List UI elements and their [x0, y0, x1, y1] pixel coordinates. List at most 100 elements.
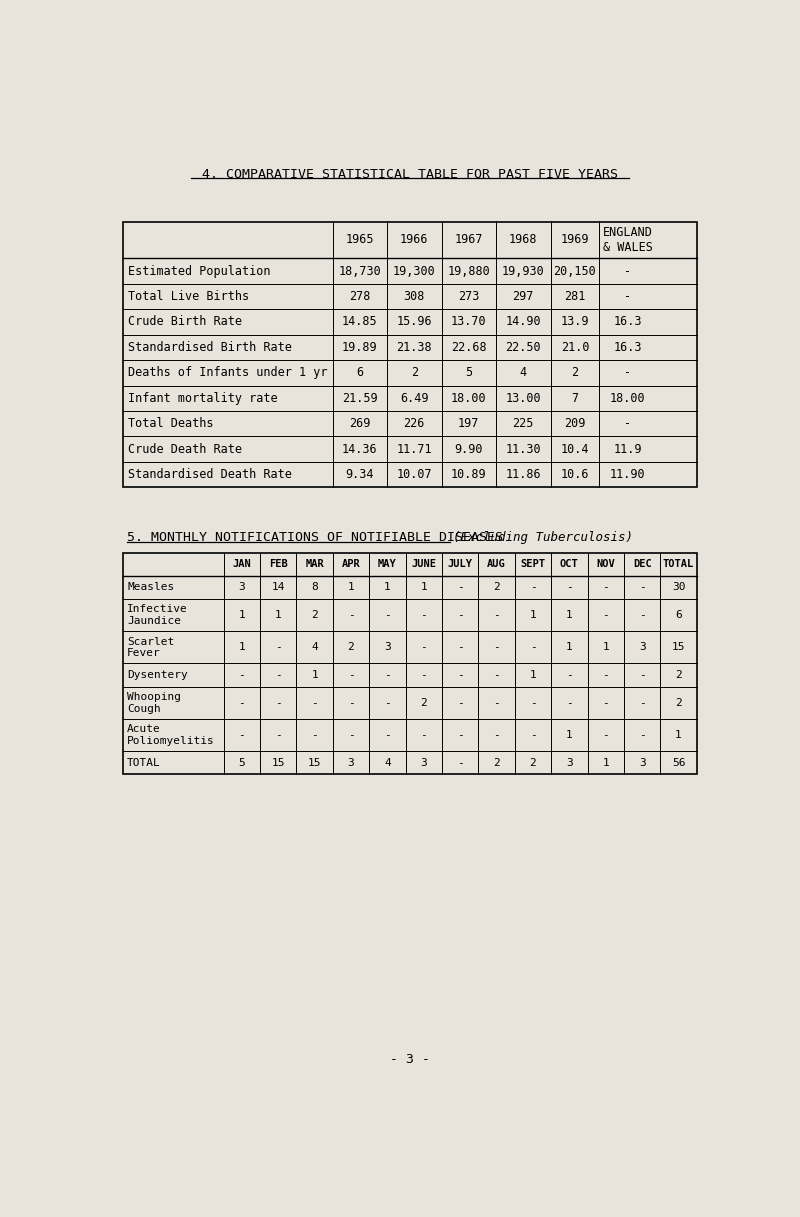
Text: (Excluding Tuberculosis): (Excluding Tuberculosis): [454, 531, 634, 544]
Text: 20,150: 20,150: [554, 264, 596, 277]
Text: -: -: [348, 671, 354, 680]
Text: 22.50: 22.50: [506, 341, 541, 354]
Text: -: -: [624, 264, 631, 277]
Text: 4: 4: [520, 366, 527, 380]
Text: -: -: [566, 697, 573, 708]
Text: Infective
Jaundice: Infective Jaundice: [127, 604, 188, 626]
Text: Standardised Death Rate: Standardised Death Rate: [128, 469, 292, 481]
Text: 15: 15: [672, 643, 686, 652]
Text: 11.30: 11.30: [506, 443, 541, 455]
Text: -: -: [624, 417, 631, 430]
Text: JAN: JAN: [233, 559, 251, 570]
Text: 226: 226: [404, 417, 425, 430]
Text: -: -: [638, 697, 646, 708]
Text: -: -: [602, 610, 609, 619]
Text: -: -: [348, 730, 354, 740]
Text: 1: 1: [421, 582, 427, 593]
Text: 2: 2: [675, 671, 682, 680]
Text: 6.49: 6.49: [400, 392, 429, 405]
Text: -: -: [638, 582, 646, 593]
Text: 1: 1: [566, 643, 573, 652]
Text: 11.71: 11.71: [397, 443, 432, 455]
Text: 209: 209: [564, 417, 586, 430]
Text: Measles: Measles: [127, 582, 174, 593]
Text: 21.0: 21.0: [561, 341, 589, 354]
Text: Scarlet
Fever: Scarlet Fever: [127, 636, 174, 658]
Text: 225: 225: [513, 417, 534, 430]
Text: 3: 3: [638, 758, 646, 768]
Text: DEC: DEC: [633, 559, 651, 570]
Text: -: -: [494, 610, 500, 619]
Text: 1: 1: [238, 610, 245, 619]
Text: 16.3: 16.3: [614, 315, 642, 329]
Text: 3: 3: [238, 582, 245, 593]
Text: 1: 1: [238, 643, 245, 652]
Text: 2: 2: [675, 697, 682, 708]
Text: 2: 2: [311, 610, 318, 619]
Text: 2: 2: [494, 758, 500, 768]
Text: 9.90: 9.90: [454, 443, 483, 455]
Text: TOTAL: TOTAL: [663, 559, 694, 570]
Text: -: -: [494, 730, 500, 740]
Text: -: -: [384, 671, 390, 680]
Text: Whooping
Cough: Whooping Cough: [127, 692, 181, 713]
Text: -: -: [348, 610, 354, 619]
Text: 13.9: 13.9: [561, 315, 589, 329]
Text: -: -: [530, 582, 536, 593]
Text: 1: 1: [311, 671, 318, 680]
Text: AUG: AUG: [487, 559, 506, 570]
Text: 1: 1: [275, 610, 282, 619]
Text: 10.89: 10.89: [451, 469, 486, 481]
Text: -: -: [457, 758, 463, 768]
Text: -: -: [457, 730, 463, 740]
Text: FEB: FEB: [269, 559, 287, 570]
Text: -: -: [238, 730, 245, 740]
Text: -: -: [638, 671, 646, 680]
Text: Infant mortality rate: Infant mortality rate: [128, 392, 278, 405]
Text: 6: 6: [356, 366, 363, 380]
Text: -: -: [530, 643, 536, 652]
Text: 1: 1: [566, 730, 573, 740]
Text: -: -: [275, 671, 282, 680]
Text: Acute
Poliomyelitis: Acute Poliomyelitis: [127, 724, 215, 746]
Text: 3: 3: [638, 643, 646, 652]
Text: 14.36: 14.36: [342, 443, 378, 455]
Text: -: -: [384, 697, 390, 708]
Text: -: -: [638, 610, 646, 619]
Text: -: -: [238, 697, 245, 708]
Text: JULY: JULY: [448, 559, 473, 570]
Text: 273: 273: [458, 290, 479, 303]
Text: 30: 30: [672, 582, 686, 593]
Text: Crude Death Rate: Crude Death Rate: [128, 443, 242, 455]
Text: 19,880: 19,880: [447, 264, 490, 277]
Text: 14.85: 14.85: [342, 315, 378, 329]
Text: 2: 2: [571, 366, 578, 380]
Text: -: -: [530, 697, 536, 708]
Text: 8: 8: [311, 582, 318, 593]
Text: -: -: [421, 730, 427, 740]
Text: -: -: [602, 671, 609, 680]
Text: -: -: [348, 697, 354, 708]
Text: -: -: [457, 610, 463, 619]
Text: -: -: [638, 730, 646, 740]
Text: 56: 56: [672, 758, 686, 768]
Text: -: -: [384, 610, 390, 619]
Text: MAR: MAR: [306, 559, 324, 570]
Text: 2: 2: [494, 582, 500, 593]
Text: 9.34: 9.34: [346, 469, 374, 481]
Text: -: -: [421, 671, 427, 680]
Text: 5. MONTHLY NOTIFICATIONS OF NOTIFIABLE DISEASES: 5. MONTHLY NOTIFICATIONS OF NOTIFIABLE D…: [127, 531, 503, 544]
Text: 14.90: 14.90: [506, 315, 541, 329]
Text: -: -: [457, 643, 463, 652]
Text: -: -: [457, 582, 463, 593]
Text: 11.86: 11.86: [506, 469, 541, 481]
Text: -: -: [457, 671, 463, 680]
Text: SEPT: SEPT: [521, 559, 546, 570]
Text: -: -: [384, 730, 390, 740]
Text: 18.00: 18.00: [451, 392, 486, 405]
Text: 1: 1: [602, 643, 609, 652]
Text: 11.90: 11.90: [610, 469, 646, 481]
Text: 3: 3: [566, 758, 573, 768]
Text: -: -: [275, 697, 282, 708]
Text: 21.38: 21.38: [397, 341, 432, 354]
